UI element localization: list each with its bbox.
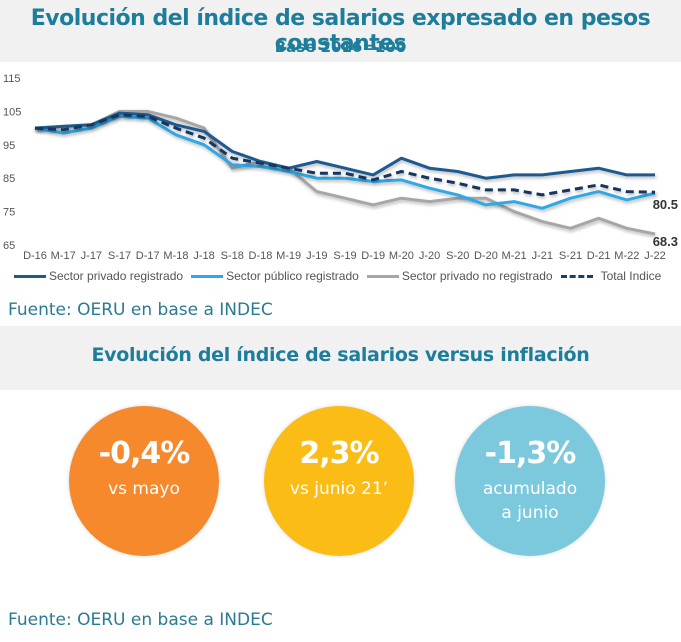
source-note: Fuente: OERU en base a INDEC: [8, 300, 273, 320]
x-tick-label: M-21: [502, 250, 527, 262]
series-line-sector-p-blico-registrado: [34, 114, 656, 210]
x-tick-label: M-20: [389, 250, 414, 262]
legend-label: Sector público registrado: [226, 269, 359, 283]
x-tick-label: S-21: [559, 250, 582, 262]
stat-label-line1: acumulado: [482, 479, 578, 499]
x-tick-label: D-16: [23, 250, 47, 262]
series-line-sector-privado-no-registrado: [34, 109, 656, 236]
stat-label: acumulado a junio: [455, 477, 605, 525]
x-tick-label: D-20: [474, 250, 498, 262]
x-tick-label: M-22: [614, 250, 639, 262]
y-tick-label: 85: [3, 173, 15, 185]
legend-label: Sector privado registrado: [49, 269, 184, 283]
chart-legend: Sector privado registrado Sector público…: [14, 269, 669, 283]
x-tick-label: S-17: [108, 250, 131, 262]
chart-title: Evolución del índice de salarios expresa…: [30, 6, 651, 56]
stat-circle-vs-junio: 2,3% vs junio 21’: [264, 406, 414, 556]
x-tick-label: J-17: [81, 250, 102, 262]
line-chart: 115 105 95 85 75 65 D-16 M-17 J-17 S-17 D-17 M-18 J…: [3, 73, 678, 262]
legend-swatch: [191, 274, 224, 278]
stat-circle-vs-mayo: -0,4% vs mayo: [69, 406, 219, 556]
legend-swatch: [560, 274, 593, 278]
x-tick-label: M-19: [276, 250, 301, 262]
section2-band: [0, 326, 681, 390]
series-line-total-indice: [34, 113, 656, 197]
y-tick-label: 115: [3, 73, 21, 85]
x-tick-label: J-20: [419, 250, 440, 262]
x-tick-label: M-18: [163, 250, 188, 262]
x-tick-label: J-19: [306, 250, 327, 262]
y-tick-label: 105: [3, 106, 21, 118]
data-label: 80.5: [653, 197, 678, 212]
section2-title: Evolución del índice de salarios versus …: [91, 344, 590, 366]
series-line-sector-privado-registrado: [34, 111, 655, 180]
stat-value: 2,3%: [299, 436, 379, 471]
x-tick-label: M-17: [51, 250, 76, 262]
x-tick-label: D-19: [361, 250, 385, 262]
x-tick-label: J-22: [644, 250, 665, 262]
legend-swatch: [366, 274, 399, 278]
x-tick-label: D-18: [249, 250, 273, 262]
chart-subtitle: Base 2016=100: [274, 38, 407, 56]
x-tick-label: S-19: [333, 250, 356, 262]
legend-item-total: Total Indice: [560, 269, 662, 283]
y-tick-label: 75: [3, 207, 15, 219]
x-tick-label: S-18: [221, 250, 244, 262]
x-tick-label: J-21: [532, 250, 553, 262]
y-tick-label: 65: [3, 240, 15, 252]
legend-label: Sector privado no registrado: [401, 269, 553, 283]
header-band: [0, 0, 681, 62]
stat-label: vs junio 21’: [289, 479, 389, 499]
x-tick-label: D-21: [587, 250, 611, 262]
x-tick-label: J-18: [193, 250, 214, 262]
data-label: 68.3: [653, 234, 678, 249]
stat-circle-acumulado: -1,3% acumulado a junio: [455, 406, 605, 556]
stat-value: -0,4%: [98, 436, 191, 471]
source-note-2: Fuente: OERU en base a INDEC: [8, 610, 273, 630]
legend-item-publico-registrado: Sector público registrado: [191, 269, 359, 283]
stat-value: -1,3%: [484, 436, 577, 471]
legend-item-privado-registrado: Sector privado registrado: [14, 269, 183, 283]
stat-label-line2: a junio: [501, 503, 559, 523]
legend-label: Total Indice: [600, 269, 662, 283]
legend-item-privado-no-registrado: Sector privado no registrado: [366, 269, 553, 283]
y-tick-label: 95: [3, 140, 15, 152]
x-tick-label: D-17: [136, 250, 160, 262]
legend-swatch: [14, 274, 46, 278]
stat-label: vs mayo: [108, 479, 180, 499]
x-tick-label: S-20: [446, 250, 469, 262]
